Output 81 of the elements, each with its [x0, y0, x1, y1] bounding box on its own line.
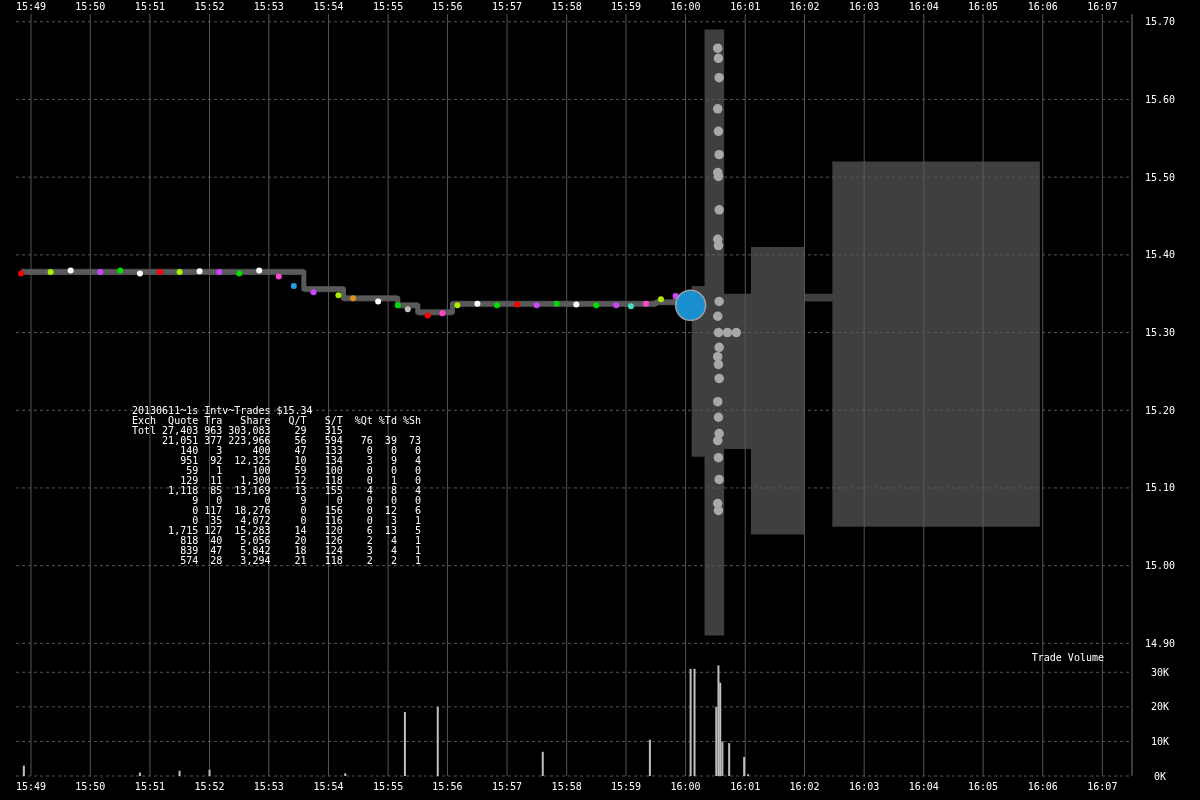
x-tick-label: 16:02	[789, 781, 820, 792]
annotation: Trade Volume	[1031, 652, 1104, 663]
y-tick-label: 30K	[1150, 666, 1170, 678]
x-tick-label: 15:58	[551, 1, 582, 12]
x-tick-label: 16:04	[908, 781, 939, 792]
annotation: 20130611~1s Intv~Trades $15.34	[132, 405, 313, 416]
bar	[717, 665, 720, 776]
annotation: 9 0 0 9 0 0 0 0	[132, 495, 421, 506]
bar	[436, 706, 439, 776]
y-tick-label: 15.60	[1144, 93, 1176, 105]
x-tick-label: 16:05	[968, 781, 999, 792]
y-tick-label: 0K	[1153, 770, 1167, 782]
bar	[22, 765, 25, 776]
y-tick-label: 15.20	[1144, 404, 1176, 416]
x-tick-label: 16:07	[1087, 781, 1118, 792]
annotation: 140 3 400 47 133 0 0 0	[132, 445, 421, 456]
annotation: 818 40 5,056 20 126 2 4 1	[132, 535, 421, 546]
bar	[728, 743, 731, 776]
annotation: 0 35 4,072 0 116 0 3 1	[132, 515, 421, 526]
y-tick-label: 15.10	[1144, 482, 1176, 494]
x-tick-label: 16:02	[789, 1, 820, 12]
x-tick-label: 15:55	[373, 781, 404, 792]
annotation: 21,051 377 223,966 56 594 76 39 73	[132, 435, 421, 446]
x-tick-label: 15:59	[610, 1, 642, 12]
annotation: 1,715 127 15,283 14 120 6 13 5	[132, 525, 421, 536]
y-tick-label: 15.70	[1144, 16, 1176, 28]
x-tick-label: 15:58	[551, 781, 582, 792]
bar	[541, 751, 544, 776]
bar	[689, 668, 692, 776]
x-tick-label: 15:56	[432, 781, 463, 792]
x-tick-label: 15:51	[134, 1, 165, 12]
annotation: 574 28 3,294 21 118 2 2 1	[132, 555, 421, 566]
x-tick-label: 15:49	[15, 781, 47, 792]
x-tick-label: 16:05	[968, 1, 999, 12]
x-tick-label: 15:54	[313, 781, 344, 792]
x-tick-label: 15:49	[15, 1, 47, 12]
x-tick-label: 15:57	[491, 1, 523, 12]
x-tick-label: 15:50	[75, 1, 106, 12]
x-tick-label: 16:03	[849, 1, 880, 12]
x-tick-label: 15:51	[134, 781, 165, 792]
x-tick-label: 15:52	[194, 1, 225, 12]
annotation: Exch Quote Tra Share Q/T S/T %Qt %Td %Sh	[132, 415, 421, 426]
x-tick-label: 15:53	[253, 1, 284, 12]
x-tick-label: 16:03	[849, 781, 880, 792]
x-tick-label: 15:55	[373, 1, 404, 12]
annotation: 59 1 100 59 100 0 0 0	[132, 465, 421, 476]
x-tick-label: 15:50	[75, 781, 106, 792]
x-tick-label: 16:01	[730, 781, 761, 792]
bar	[693, 668, 696, 776]
x-tick-label: 16:00	[670, 781, 701, 792]
bar	[648, 739, 651, 776]
x-tick-label: 16:07	[1087, 1, 1118, 12]
x-tick-label: 16:04	[908, 1, 939, 12]
x-tick-label: 16:00	[670, 1, 701, 12]
x-tick-label: 15:52	[194, 781, 225, 792]
bar	[344, 773, 347, 776]
y-tick-label: 15.40	[1144, 249, 1176, 261]
x-tick-label: 15:56	[432, 1, 463, 12]
annotation: 839 47 5,842 18 124 3 4 1	[132, 545, 421, 556]
x-tick-label: 15:54	[313, 1, 344, 12]
x-tick-label: 15:53	[253, 781, 284, 792]
x-tick-label: 15:57	[491, 781, 523, 792]
bar	[208, 769, 211, 776]
bar	[403, 712, 406, 776]
annotation: 1,118 85 13,169 13 155 4 8 4	[132, 485, 421, 496]
bar	[743, 756, 746, 776]
x-tick-label: 16:01	[730, 1, 761, 12]
annotation: Totl 27,403 963 303,083 29 315	[132, 425, 343, 436]
annotation: 0 117 18,276 0 156 0 12 6	[132, 505, 421, 516]
y-tick-label: 14.90	[1144, 637, 1176, 649]
y-tick-label: 10K	[1150, 735, 1170, 747]
y-tick-label: 20K	[1150, 701, 1170, 713]
y-tick-label: 15.50	[1144, 171, 1176, 183]
x-tick-label: 15:59	[610, 781, 642, 792]
x-tick-label: 16:06	[1027, 781, 1058, 792]
y-tick-label: 15.30	[1144, 327, 1176, 339]
annotation: 951 92 12,325 10 134 3 9 4	[132, 455, 421, 466]
y-tick-label: 15.00	[1144, 560, 1176, 572]
bar	[178, 770, 181, 776]
x-tick-label: 16:06	[1027, 1, 1058, 12]
annotation: 129 11 1,300 12 118 0 1 0	[132, 475, 421, 486]
